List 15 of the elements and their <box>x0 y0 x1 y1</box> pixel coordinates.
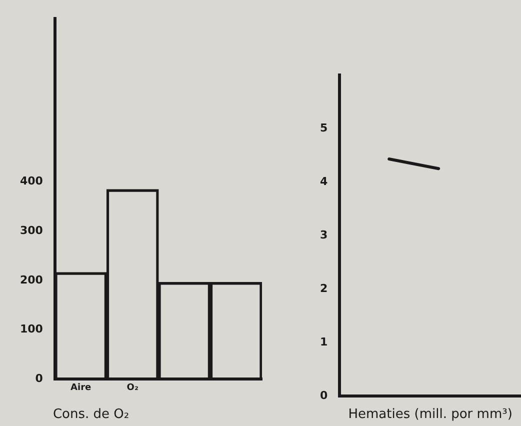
x-axis-title: Cons. de O₂ <box>52 407 130 422</box>
x-axis-title: Hematies (mill. por mm³) <box>348 407 512 422</box>
x-tick-label: O₂ <box>126 382 138 393</box>
y-tick-label: 100 <box>20 322 44 336</box>
y-tick-label: 0 <box>320 388 328 402</box>
y-tick-label: 0 <box>35 372 44 386</box>
y-tick-label: 3 <box>320 228 328 242</box>
y-tick-label: 300 <box>20 224 44 237</box>
x-tick-label: Aire <box>70 382 92 393</box>
y-tick-label: 5 <box>320 121 328 134</box>
y-tick-label: 200 <box>20 273 44 286</box>
y-tick-label: 1 <box>320 335 328 348</box>
y-tick-label: 2 <box>320 282 328 295</box>
y-tick-label: 400 <box>20 174 44 188</box>
y-tick-label: 4 <box>320 174 328 188</box>
